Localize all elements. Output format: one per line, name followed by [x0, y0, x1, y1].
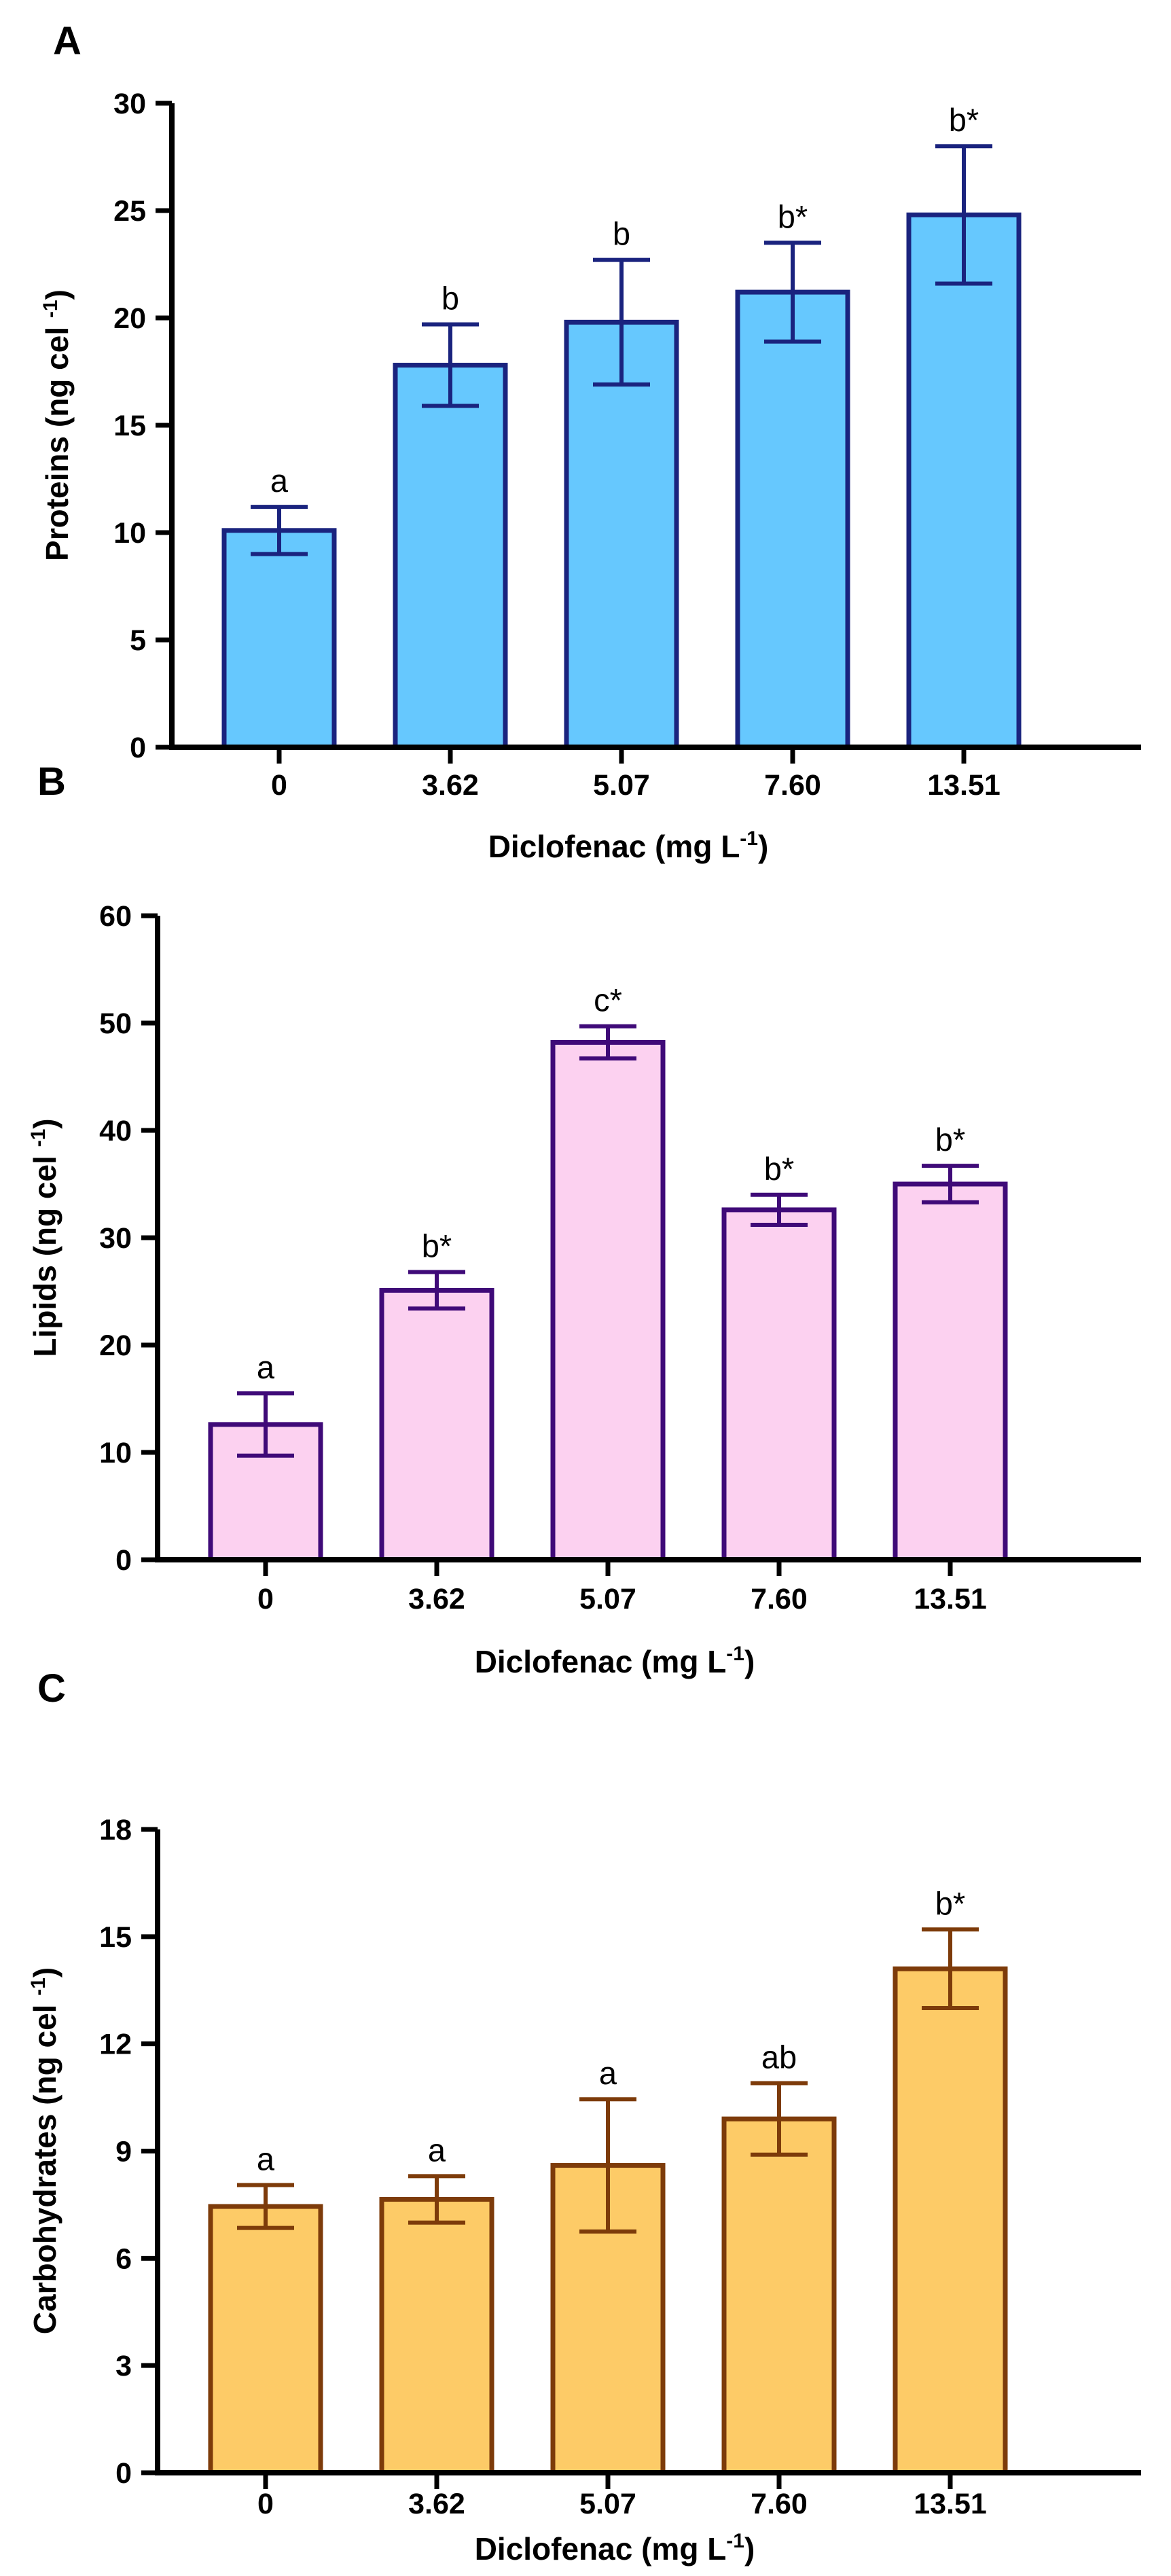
panel-letter: A — [53, 19, 82, 63]
x-tick-label: 13.51 — [927, 769, 1001, 802]
x-axis-title: Diclofenac (mg L-1) — [475, 1643, 755, 1679]
significance-label: b* — [778, 198, 808, 234]
bar — [550, 1039, 666, 1562]
bar — [208, 2204, 323, 2475]
x-tick-label: 0 — [271, 769, 287, 802]
significance-label: b* — [422, 1228, 452, 1264]
y-axis-title: Carbohydrates (ng cel -1) — [27, 1967, 62, 2334]
chart-panel-b: Ba 0 b* 3.62 c* 5.07 b* 7.60 b* 13.51 0 10 20 30 40 50 6… — [27, 759, 1141, 1679]
x-tick-label: 5.07 — [593, 769, 650, 802]
y-axis-title: Lipids (ng cel -1) — [27, 1118, 62, 1357]
x-tick-label: 7.60 — [751, 1583, 808, 1615]
significance-label: b* — [764, 1151, 794, 1187]
x-tick-label: 13.51 — [914, 1583, 987, 1615]
y-tick-label: 0 — [115, 1544, 132, 1577]
y-axis-title: Proteins (ng cel -1) — [39, 289, 75, 561]
panel-letter: C — [37, 1666, 66, 1711]
y-tick-label: 5 — [130, 624, 146, 657]
chart-panel-a: Aa 0 b 3.62 b 5.07 b* 7.60 b* 13.51 0 5 10 15 20 25 30 Pr… — [39, 19, 1141, 864]
significance-label: b* — [949, 102, 979, 138]
y-tick-label: 15 — [113, 410, 146, 442]
y-tick-label: 10 — [113, 517, 146, 550]
significance-label: a — [257, 2141, 275, 2177]
x-tick-label: 13.51 — [914, 2488, 987, 2520]
x-tick-label: 5.07 — [579, 1583, 636, 1615]
y-tick-label: 12 — [99, 2028, 132, 2061]
y-tick-label: 6 — [115, 2242, 132, 2275]
y-tick-label: 0 — [130, 732, 146, 764]
y-tick-label: 40 — [99, 1115, 132, 1147]
y-tick-label: 20 — [99, 1329, 132, 1362]
bar — [721, 2116, 837, 2475]
y-tick-label: 9 — [115, 2136, 132, 2168]
x-axis-title: Diclofenac (mg L-1) — [488, 827, 769, 864]
significance-label: b* — [935, 1122, 965, 1158]
significance-label: ab — [761, 2039, 797, 2075]
y-tick-label: 30 — [99, 1222, 132, 1255]
y-tick-label: 15 — [99, 1921, 132, 1954]
y-tick-label: 50 — [99, 1007, 132, 1040]
significance-label: b — [613, 216, 630, 252]
y-tick-label: 0 — [115, 2457, 132, 2490]
y-tick-label: 10 — [99, 1437, 132, 1469]
bar — [906, 212, 1022, 750]
y-tick-label: 60 — [99, 900, 132, 933]
x-axis-title: Diclofenac (mg L-1) — [475, 2530, 755, 2566]
bar — [893, 1181, 1008, 1562]
bar — [735, 289, 850, 750]
bar — [221, 528, 337, 750]
x-tick-label: 5.07 — [579, 2488, 636, 2520]
y-tick-label: 20 — [113, 302, 146, 335]
y-tick-label: 30 — [113, 88, 146, 120]
x-tick-label: 0 — [257, 2488, 274, 2520]
bar — [379, 2197, 494, 2475]
significance-label: b* — [935, 1885, 965, 1921]
y-tick-label: 3 — [115, 2350, 132, 2382]
bar — [721, 1207, 837, 1562]
panel-letter: B — [37, 759, 66, 804]
bar — [393, 363, 508, 750]
y-tick-label: 18 — [99, 1814, 132, 1846]
x-tick-label: 3.62 — [408, 1583, 465, 1615]
bar — [893, 1966, 1008, 2475]
y-tick-label: 25 — [113, 195, 146, 228]
significance-label: a — [257, 1349, 275, 1385]
x-tick-label: 7.60 — [764, 769, 821, 802]
x-tick-label: 3.62 — [408, 2488, 465, 2520]
x-tick-label: 3.62 — [422, 769, 479, 802]
significance-label: c* — [594, 982, 622, 1018]
significance-label: a — [428, 2132, 446, 2168]
chart-panel-c: Ca 0 a 3.62 a 5.07 ab 7.60 b* 13.51 0 3 6 9 12 15 18 Carb… — [27, 1666, 1141, 2566]
bar — [379, 1287, 494, 1562]
x-tick-label: 7.60 — [751, 2488, 808, 2520]
significance-label: b — [442, 280, 459, 316]
significance-label: a — [599, 2055, 617, 2091]
x-tick-label: 0 — [257, 1583, 274, 1615]
significance-label: a — [270, 463, 289, 499]
